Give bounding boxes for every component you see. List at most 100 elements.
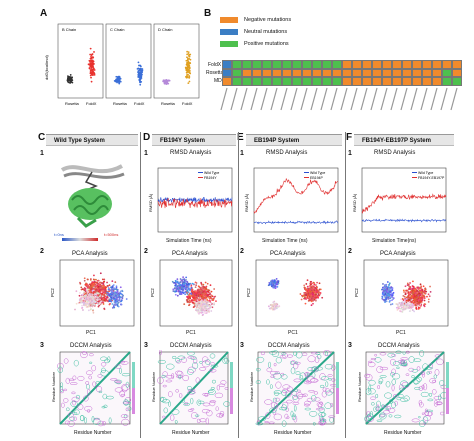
dccm-contour <box>158 350 162 356</box>
pca-point <box>96 287 99 290</box>
pca-point <box>408 292 411 295</box>
heatmap-cell <box>312 77 322 86</box>
pca-point <box>187 297 190 300</box>
pca-point <box>112 305 115 308</box>
dccm-contour <box>202 402 211 407</box>
pca-point <box>88 298 91 300</box>
dccm-contour <box>422 416 429 424</box>
pca-point <box>92 286 95 289</box>
pca-point <box>410 296 413 299</box>
d-rmsd-title: RMSD Analysis <box>170 150 212 156</box>
dccm-contour <box>102 421 106 426</box>
dccm-contour <box>420 391 429 397</box>
dccm-contour <box>119 390 125 398</box>
pca-point <box>276 283 278 286</box>
dccm-contour <box>370 410 373 418</box>
pca-point <box>106 285 109 287</box>
dccm-contour <box>322 418 327 422</box>
dccm-contour <box>89 361 93 364</box>
dccm-contour <box>309 411 318 417</box>
dccm-contour <box>157 377 164 384</box>
strip-dot <box>115 75 118 78</box>
dccm-contour <box>183 403 191 406</box>
d-row3-num: 3 <box>144 342 148 349</box>
panel-a: B Chain C Chain D Chain Rosetta FoldX Ro… <box>40 18 200 118</box>
strip-dot <box>188 80 191 83</box>
pca-point <box>193 305 196 308</box>
pca-point <box>87 291 90 293</box>
pca-point <box>119 296 122 299</box>
pca-point <box>381 298 384 301</box>
pca-point <box>197 290 200 292</box>
pca-point <box>92 284 94 286</box>
panel-a-strip-plot: B Chain C Chain D Chain Rosetta FoldX Ro… <box>44 23 200 106</box>
section-f-title: FB194Y-EB197P System <box>354 134 454 146</box>
dccm-contour <box>325 390 333 396</box>
dccm-contour <box>302 352 308 356</box>
strip-dot <box>91 70 93 72</box>
panel-a-xlabel-c-foldx: FoldX <box>134 101 145 106</box>
strip-dot <box>139 78 142 81</box>
panel-a-letter: A <box>40 8 48 19</box>
dccm-contour <box>307 355 316 363</box>
pca-point <box>407 295 410 297</box>
heatmap-column-tick <box>280 87 288 111</box>
strip-dot <box>138 71 140 74</box>
pca-point <box>389 299 391 302</box>
dccm-contour <box>308 389 315 393</box>
pca-point <box>95 295 98 298</box>
pca-point <box>93 298 96 300</box>
rmsd-series-line <box>157 198 233 209</box>
pca-point <box>98 303 101 305</box>
dccm-contour <box>161 374 166 378</box>
pca-point <box>402 294 405 297</box>
pca-point <box>79 281 81 284</box>
pca-point <box>206 297 209 299</box>
section-d-title: FB194Y System <box>152 134 236 146</box>
dccm-contour <box>93 417 100 421</box>
pca-point <box>111 280 114 283</box>
pca-point <box>84 304 87 307</box>
pca-point <box>206 305 209 308</box>
pca-point <box>411 289 414 292</box>
pca-point <box>92 308 94 311</box>
pca-ylabel: PC2 <box>354 288 359 297</box>
dccm-contour <box>379 352 387 356</box>
dccm-contour <box>209 400 217 403</box>
pca-point <box>196 308 198 311</box>
pca-point <box>384 291 387 294</box>
c-row1-num: 1 <box>40 150 44 157</box>
pca-point <box>395 306 398 309</box>
dccm-contour <box>286 416 290 419</box>
dccm-contour <box>305 371 309 379</box>
legend-positive-label: Positive mutations <box>244 41 289 47</box>
pca-point <box>109 289 111 292</box>
dccm-contour <box>399 361 406 365</box>
pca-point <box>81 294 83 296</box>
dccm-contour <box>255 380 261 384</box>
pca-point <box>189 300 192 303</box>
dccm-contour <box>120 414 129 419</box>
pca-point <box>181 281 184 284</box>
pca-point <box>85 306 88 308</box>
e-dccm-matrix: Residue Number <box>249 350 339 427</box>
dccm-contour <box>202 356 209 363</box>
dccm-contour <box>193 357 198 364</box>
dccm-contour <box>88 375 92 380</box>
strip-dot <box>89 57 92 60</box>
dccm-contour <box>389 358 396 366</box>
pca-point <box>91 289 94 292</box>
legend-positive: Positive mutations <box>220 38 420 50</box>
pca-point <box>421 291 424 294</box>
heatmap-cell <box>382 77 392 86</box>
pca-point <box>125 298 128 300</box>
heatmap-cell <box>422 68 432 77</box>
pca-point <box>186 288 188 291</box>
pca-point <box>208 297 211 300</box>
pca-point <box>100 300 102 303</box>
dccm-contour <box>68 412 74 418</box>
dccm-contour <box>69 382 78 385</box>
legend-negative-label: Negative mutations <box>244 17 292 23</box>
dccm-contour <box>398 393 404 398</box>
pca-point <box>193 300 196 303</box>
